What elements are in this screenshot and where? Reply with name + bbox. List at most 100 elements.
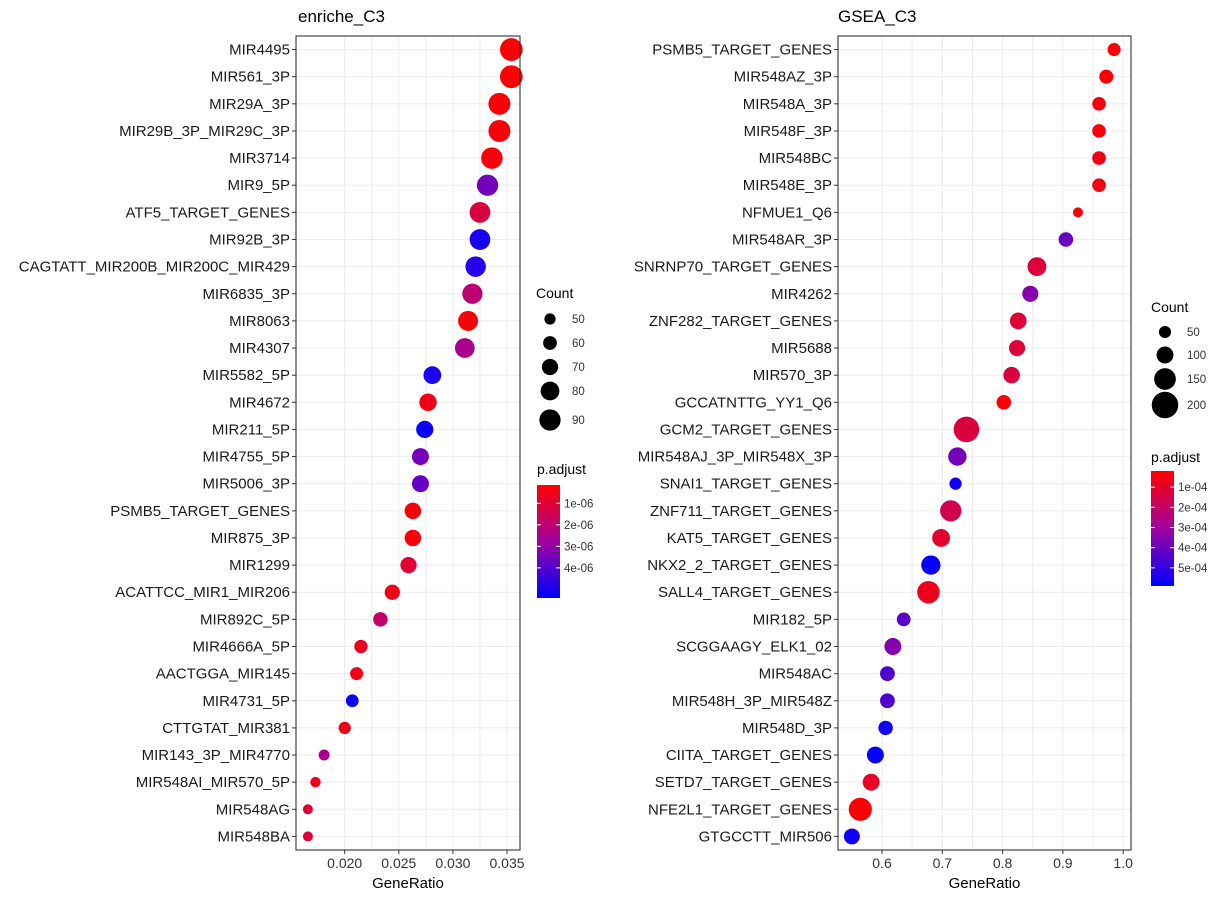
plot-frame bbox=[837, 35, 1132, 851]
y-label-mir548f-3p: MIR548F_3P bbox=[744, 123, 832, 140]
legend-count-swatch bbox=[1158, 325, 1172, 339]
legend-count-swatch bbox=[544, 313, 556, 325]
point-atf5-target-genes bbox=[469, 201, 491, 223]
point-setd7-target-genes bbox=[862, 773, 880, 791]
legend-color-label: 5e-04 bbox=[1178, 563, 1208, 575]
point-mir5006-3p bbox=[411, 475, 429, 493]
point-aactgga-mir145 bbox=[350, 667, 364, 681]
y-label-mir548e-3p: MIR548E_3P bbox=[743, 177, 832, 194]
y-label-mir5582-5p: MIR5582_5P bbox=[202, 367, 290, 384]
y-label-mir1299: MIR1299 bbox=[229, 557, 290, 574]
y-label-ciita-target-genes: CIITA_TARGET_GENES bbox=[666, 747, 832, 764]
legend-count-swatch bbox=[539, 409, 561, 431]
point-snrnp70-target-genes bbox=[1027, 257, 1047, 277]
y-label-cagtatt-mir200b-mir200c-mir429: CAGTATT_MIR200B_MIR200C_MIR429 bbox=[19, 259, 290, 276]
y-label-mir6835-3p: MIR6835_3P bbox=[202, 286, 290, 303]
legend-colorbar bbox=[1151, 471, 1174, 586]
y-label-mir892c-5p: MIR892C_5P bbox=[200, 611, 290, 628]
point-mir548a-3p bbox=[1092, 97, 1106, 111]
legend-count-swatch bbox=[543, 336, 557, 350]
point-mir8063 bbox=[458, 310, 479, 331]
legend-count-swatch bbox=[540, 381, 560, 401]
point-mir548f-3p bbox=[1092, 124, 1106, 138]
legend-count-label: 90 bbox=[572, 415, 585, 427]
point-acattcc-mir1-mir206 bbox=[384, 584, 400, 600]
y-label-mir548ag: MIR548AG bbox=[216, 801, 290, 818]
legend-count-label: 200 bbox=[1187, 400, 1206, 412]
point-mir5582-5p bbox=[423, 366, 442, 385]
point-mir211-5p bbox=[416, 420, 434, 439]
point-mir4672 bbox=[419, 393, 437, 412]
point-mir548ai-mir570-5p bbox=[310, 776, 321, 788]
y-label-mir4672: MIR4672 bbox=[229, 394, 290, 411]
point-nfmue1-q6 bbox=[1072, 207, 1083, 218]
y-label-gcm2-target-genes: GCM2_TARGET_GENES bbox=[660, 421, 832, 438]
point-kat5-target-genes bbox=[932, 529, 951, 547]
point-mir4307 bbox=[454, 338, 475, 358]
legend-count-label: 50 bbox=[572, 314, 585, 326]
y-label-mir548az-3p: MIR548AZ_3P bbox=[734, 69, 832, 86]
y-label-nkx2-2-target-genes: NKX2_2_TARGET_GENES bbox=[647, 557, 832, 574]
point-mir548ar-3p bbox=[1058, 232, 1074, 247]
y-label-snrnp70-target-genes: SNRNP70_TARGET_GENES bbox=[634, 259, 832, 276]
point-psmb5-target-genes bbox=[1107, 43, 1121, 57]
y-label-snai1-target-genes: SNAI1_TARGET_GENES bbox=[660, 476, 832, 493]
point-nfe2l1-target-genes bbox=[848, 797, 872, 821]
y-label-mir4666a-5p: MIR4666A_5P bbox=[192, 639, 290, 656]
y-label-gtgcctt-mir506: GTGCCTT_MIR506 bbox=[699, 828, 832, 845]
point-mir5688 bbox=[1008, 339, 1026, 357]
y-label-mir4262: MIR4262 bbox=[771, 286, 832, 303]
y-label-mir4307: MIR4307 bbox=[229, 340, 290, 357]
panel-title: enriche_C3 bbox=[298, 7, 385, 26]
point-mir548az-3p bbox=[1099, 69, 1114, 84]
point-mir92b-3p bbox=[469, 229, 491, 250]
legend-color-label: 3e-04 bbox=[1178, 522, 1208, 534]
point-mir29b-3p-mir29c-3p bbox=[488, 119, 511, 142]
point-scggaagy-elk1-02 bbox=[884, 638, 902, 655]
y-label-mir875-3p: MIR875_3P bbox=[211, 530, 290, 547]
y-label-mir5006-3p: MIR5006_3P bbox=[202, 476, 290, 493]
point-gtgcctt-mir506 bbox=[843, 828, 860, 845]
y-label-gccatnttg-yy1-q6: GCCATNTTG_YY1_Q6 bbox=[675, 394, 832, 411]
point-mir548d-3p bbox=[878, 720, 893, 736]
y-label-mir548d-3p: MIR548D_3P bbox=[742, 720, 832, 737]
legend-count-label: 150 bbox=[1187, 374, 1206, 386]
legend-color-title: p.adjust bbox=[1151, 449, 1200, 465]
point-mir548e-3p bbox=[1092, 178, 1106, 193]
point-cagtatt-mir200b-mir200c-mir429 bbox=[465, 256, 486, 277]
plot-frame bbox=[295, 35, 521, 851]
y-label-mir548aj-3p-mir548x-3p: MIR548AJ_3P_MIR548X_3P bbox=[638, 449, 832, 466]
point-znf711-target-genes bbox=[940, 500, 962, 522]
y-label-mir548ar-3p: MIR548AR_3P bbox=[732, 232, 832, 249]
legend-count-swatch bbox=[1154, 368, 1176, 390]
point-mir548bc bbox=[1092, 151, 1106, 165]
y-label-mir548h-3p-mir548z: MIR548H_3P_MIR548Z bbox=[672, 693, 832, 710]
plot-background bbox=[838, 36, 1131, 850]
point-nkx2-2-target-genes bbox=[921, 555, 941, 575]
y-label-psmb5-target-genes: PSMB5_TARGET_GENES bbox=[110, 503, 290, 520]
y-label-mir29a-3p: MIR29A_3P bbox=[209, 96, 290, 113]
legend-color-label: 4e-04 bbox=[1178, 543, 1208, 555]
legend-count-swatch bbox=[1156, 346, 1174, 364]
legend-count-title: Count bbox=[536, 285, 573, 301]
y-label-mir211-5p: MIR211_5P bbox=[212, 421, 290, 438]
point-mir548h-3p-mir548z bbox=[880, 693, 895, 709]
panel-gsea-c3: PSMB5_TARGET_GENES MIR548AZ_3P MIR548A_3P M… bbox=[634, 7, 1208, 892]
y-label-mir5688: MIR5688 bbox=[771, 340, 832, 357]
point-mir143-3p-mir4770 bbox=[318, 749, 330, 761]
point-psmb5-target-genes bbox=[404, 502, 422, 520]
y-label-psmb5-target-genes: PSMB5_TARGET_GENES bbox=[652, 42, 832, 59]
legend-color-label: 2e-06 bbox=[564, 520, 593, 532]
legend-color-label: 2e-04 bbox=[1178, 502, 1208, 514]
y-label-mir182-5p: MIR182_5P bbox=[753, 611, 832, 628]
legend-count-title: Count bbox=[1151, 299, 1188, 315]
point-mir875-3p bbox=[404, 529, 422, 547]
y-label-cttgtat-mir381: CTTGTAT_MIR381 bbox=[162, 720, 290, 737]
y-label-setd7-target-genes: SETD7_TARGET_GENES bbox=[655, 774, 832, 791]
point-mir570-3p bbox=[1003, 366, 1020, 384]
point-mir4262 bbox=[1022, 285, 1039, 302]
y-label-znf282-target-genes: ZNF282_TARGET_GENES bbox=[649, 313, 832, 330]
x-tick-label: 0.8 bbox=[993, 855, 1013, 871]
legend-color-label: 1e-04 bbox=[1178, 482, 1208, 494]
